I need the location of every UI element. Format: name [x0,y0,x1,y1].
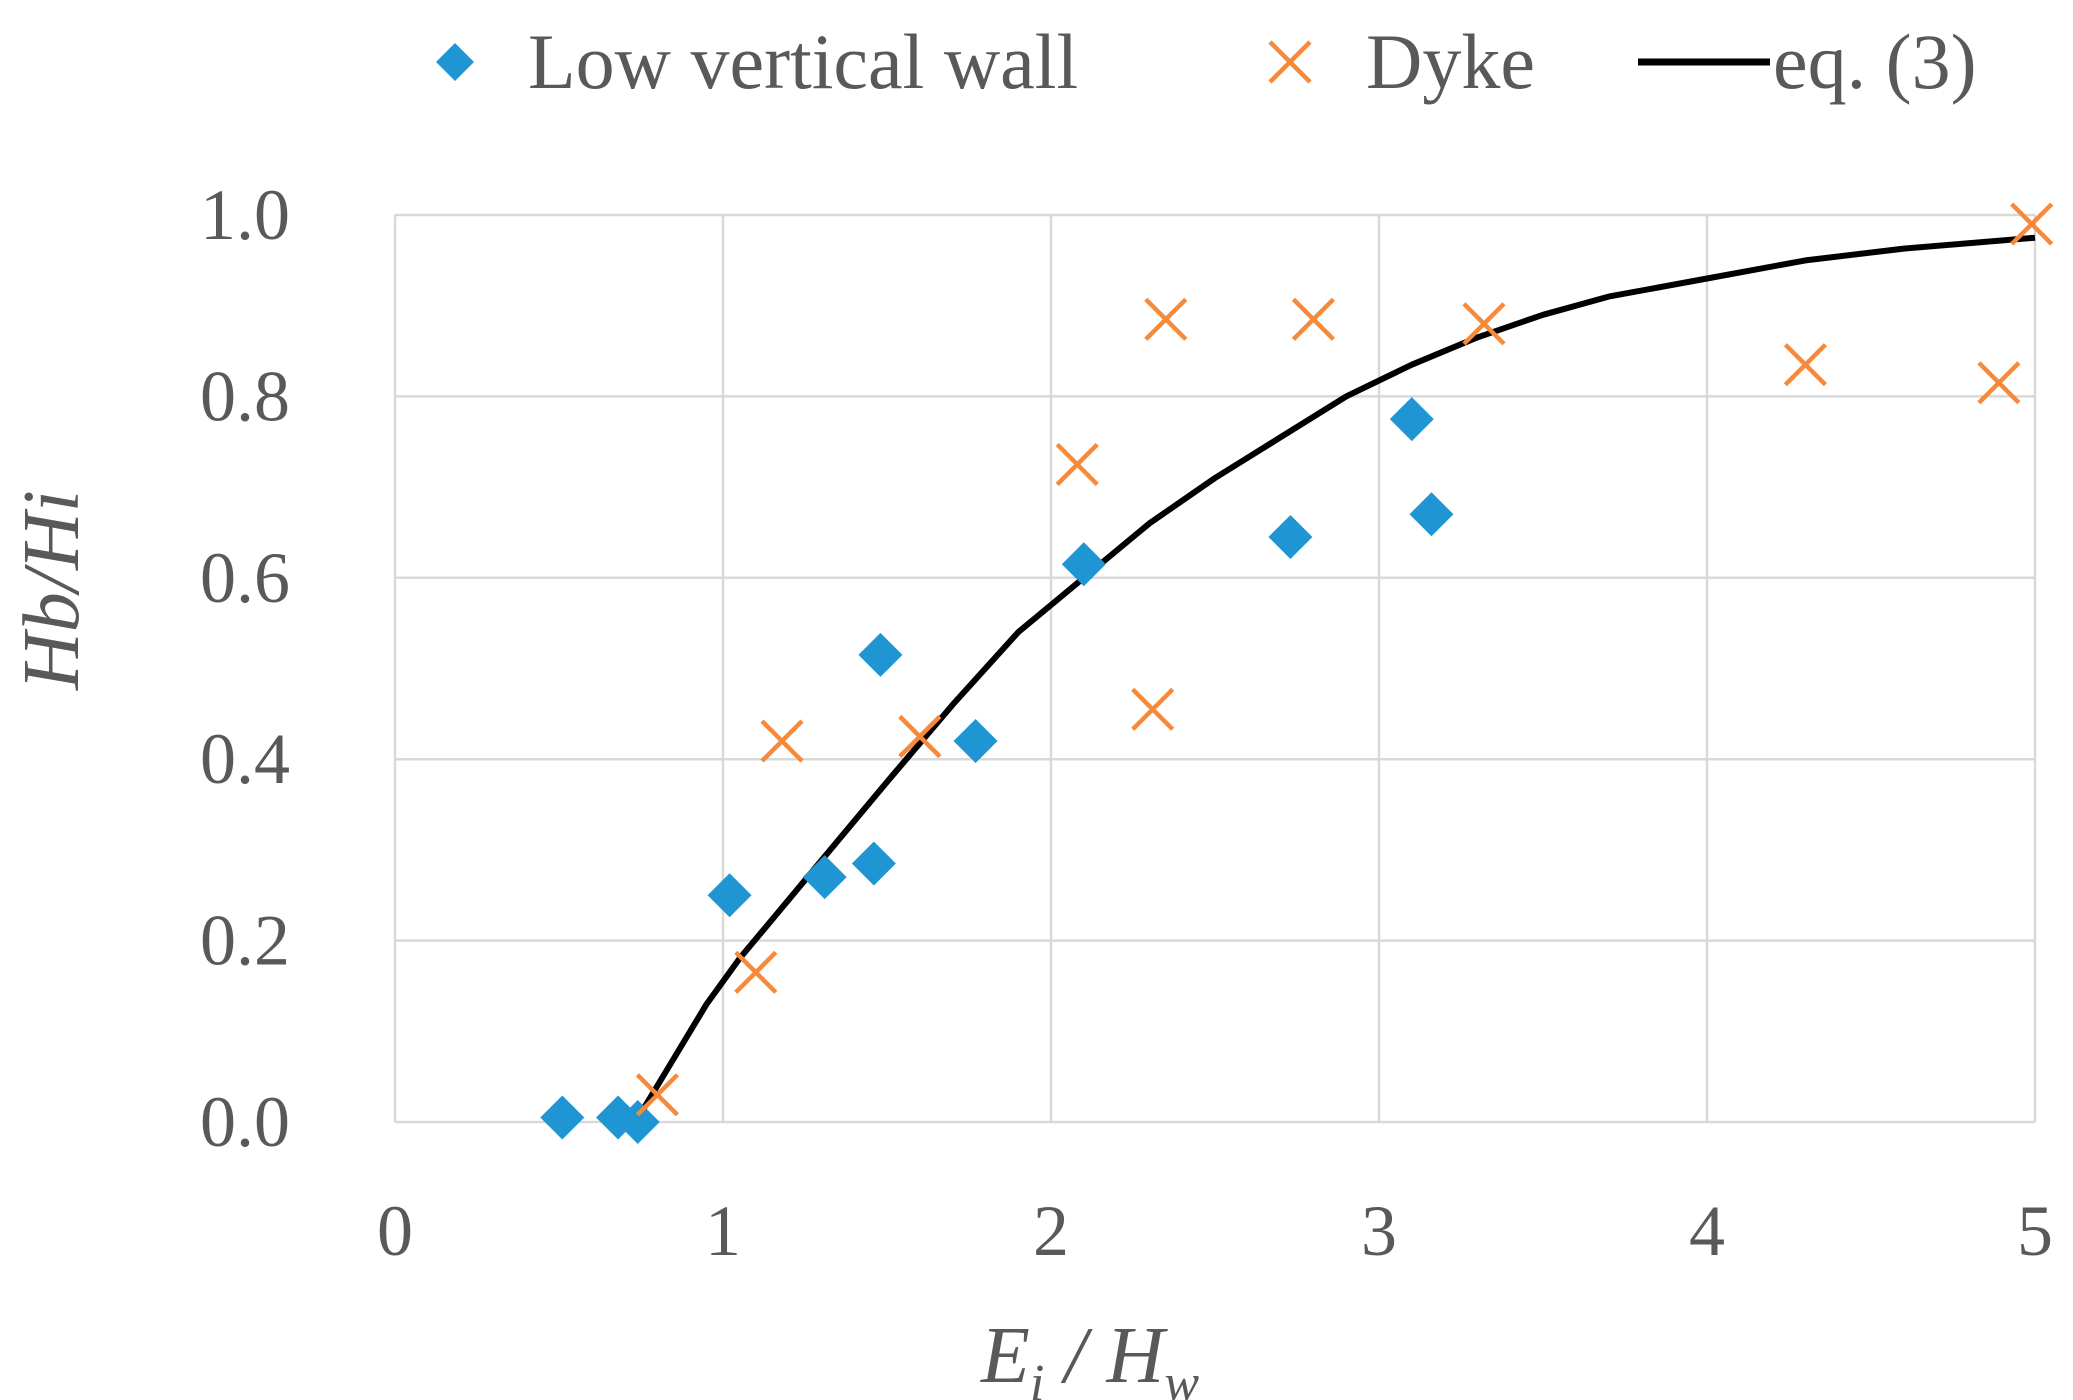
x-tick-label: 2 [1033,1191,1069,1271]
x-axis-title-denom-sub: w [1164,1355,1199,1400]
dyke-point [1783,343,1827,387]
x-tick-label: 1 [705,1191,741,1271]
axis-ticks: 0 1 2 3 4 5 0.0 0.2 0.4 0.6 0.8 1.0 [200,175,2053,1271]
dyke-point [1291,297,1335,341]
legend-marker-dyke [1268,40,1312,84]
eq3-curve [638,234,2036,1115]
low-vertical-wall-point [707,873,752,918]
dyke-point [2010,202,2054,246]
y-tick-label: 0.0 [200,1082,290,1162]
y-tick-label: 0.4 [200,719,290,799]
y-axis-title: Hb/Hi [8,490,96,691]
low-vertical-wall-point [802,855,847,900]
legend-label-eq3: eq. (3) [1773,18,1977,105]
legend-label-low-vertical-wall: Low vertical wall [528,18,1078,105]
x-axis-title-sep: / [1044,1312,1106,1400]
low-vertical-wall-point [1409,492,1454,537]
dyke-point [1131,687,1175,731]
dyke-point [898,714,942,759]
legend: Low vertical wall Dyke eq. (3) [436,18,1977,105]
y-tick-label: 0.2 [200,901,290,981]
dyke-point [1144,297,1188,341]
low-vertical-wall-point [1268,514,1313,559]
low-vertical-wall-point [953,719,998,764]
low-vertical-wall-point [851,841,896,886]
dyke-point [1462,302,1506,346]
legend-label-dyke: Dyke [1366,18,1535,105]
plot-area [540,202,2054,1144]
dyke-point [635,1073,679,1117]
low-vertical-wall-point [1389,397,1434,442]
dyke-point [1055,442,1099,487]
y-tick-label: 1.0 [200,175,290,255]
x-tick-label: 0 [377,1191,413,1271]
x-tick-label: 5 [2017,1191,2053,1271]
low-vertical-wall-point [1061,542,1106,587]
dyke-point [734,950,778,994]
x-tick-label: 3 [1361,1191,1397,1271]
x-axis-title: Ei / Hw [980,1312,1199,1400]
y-tick-label: 0.6 [200,538,290,618]
x-axis-title-denom: H [1106,1312,1169,1400]
x-tick-label: 4 [1689,1191,1725,1271]
low-vertical-wall-point [615,1100,660,1144]
dyke-point [1977,361,2021,405]
low-vertical-wall-point [540,1095,585,1140]
x-axis-title-main: E [980,1312,1030,1400]
grid [393,213,2037,1124]
x-axis-title-main-sub: i [1030,1355,1044,1400]
dyke-point [760,719,804,763]
y-tick-label: 0.8 [200,356,290,436]
legend-marker-low-vertical-wall [436,43,474,81]
low-vertical-wall-point [858,632,903,677]
